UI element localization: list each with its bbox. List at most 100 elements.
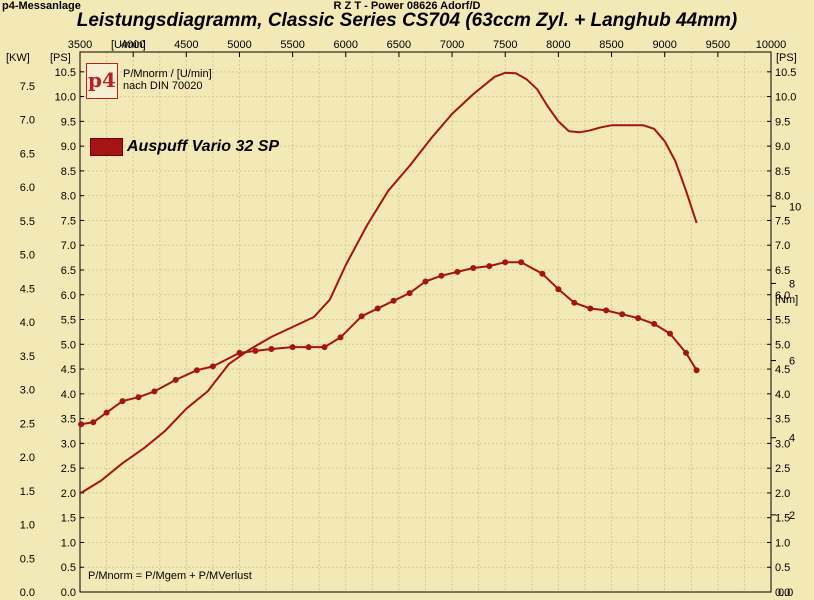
x-axis-unit: [U/min] (111, 39, 146, 51)
torque-point (693, 367, 700, 374)
kw-axis-unit: [KW] (6, 52, 30, 64)
x-tick-label: 8500 (599, 39, 623, 51)
kw-tick-label: 0.5 (20, 553, 35, 565)
torque-point (358, 313, 365, 320)
right-ps-tick-label: 8.0 (775, 191, 790, 203)
legend-label: Auspuff Vario 32 SP (127, 138, 280, 155)
torque-point (236, 349, 243, 356)
right-ps-tick-label: 9.5 (775, 116, 790, 128)
right-ps-tick-label: 4.0 (775, 389, 790, 401)
kw-tick-label: 5.0 (20, 250, 35, 262)
right-ps-tick-label: 8.5 (775, 166, 790, 178)
torque-point (635, 315, 642, 322)
kw-tick-label: 2.0 (20, 452, 35, 464)
left-ps-tick-label: 9.5 (61, 116, 76, 128)
nm-tick-label: 4 (789, 433, 795, 445)
kw-tick-label: 6.5 (20, 148, 35, 160)
formula-note: P/Mnorm = P/Mgem + P/MVerlust (88, 570, 252, 582)
kw-tick-label: 6.0 (20, 182, 35, 194)
kw-axis-ticks: 0.0 0.5 1.0 1.5 2.0 2.5 3.0 3.5 4.0 4.5 5.0 5.5 6.0 6… (20, 81, 35, 599)
x-tick-label: 9000 (652, 39, 676, 51)
x-tick-label: 4500 (174, 39, 198, 51)
nm-tick-label: 10 (789, 201, 801, 213)
left-ps-tick-label: 7.0 (61, 240, 76, 252)
torque-point (438, 272, 445, 279)
left-ps-tick-label: 4.0 (61, 389, 76, 401)
torque-point (135, 394, 142, 401)
left-ps-tick-label: 2.0 (61, 488, 76, 500)
torque-curve (80, 261, 698, 426)
torque-point (305, 344, 312, 351)
left-ps-tick-label: 5.5 (61, 315, 76, 327)
kw-tick-label: 0.0 (20, 587, 35, 599)
kw-tick-label: 2.5 (20, 418, 35, 430)
kw-tick-label: 1.0 (20, 520, 35, 532)
torque-point (151, 388, 158, 395)
torque-point (78, 421, 85, 428)
torque-point (555, 286, 562, 293)
left-ps-axis-unit: [PS] (50, 52, 71, 64)
right-ps-tick-label: 1.0 (775, 537, 790, 549)
norm-note: P/Mnorm / [U/min] nach DIN 70020 (123, 68, 212, 92)
torque-point (103, 409, 110, 416)
left-ps-tick-label: 1.5 (61, 513, 76, 525)
x-tick-label: 3500 (68, 39, 92, 51)
x-tick-label: 5500 (280, 39, 304, 51)
legend: Auspuff Vario 32 SP (90, 138, 279, 156)
nm-tick-label: 6 (789, 356, 795, 368)
x-tick-label: 8000 (546, 39, 570, 51)
x-axis-ticks: 3500 4000 4500 5000 5500 6000 6500 7000 7500 8000… (68, 39, 786, 57)
torque-point (683, 349, 689, 356)
right-ps-tick-label: 6.5 (775, 265, 790, 277)
torque-point (470, 265, 477, 271)
right-ps-tick-label: 3.5 (775, 414, 790, 426)
nm-axis-unit: [Nm] (775, 294, 798, 306)
nm-axis-zero-label: 0.0 (778, 587, 793, 599)
x-tick-label: 5000 (227, 39, 251, 51)
right-ps-tick-label: 0.0 (775, 587, 790, 599)
torque-point (252, 347, 259, 354)
left-ps-tick-label: 0.5 (61, 562, 76, 574)
left-ps-tick-label: 3.0 (61, 438, 76, 450)
torque-point (390, 297, 397, 304)
right-ps-tick-label: 9.0 (775, 141, 790, 153)
nm-axis-ticks: 2 4 6 8 10 (771, 201, 801, 522)
left-ps-tick-label: 7.5 (61, 215, 76, 227)
torque-point (518, 259, 525, 266)
left-ps-tick-label: 10.0 (55, 92, 76, 104)
torque-point (268, 346, 275, 352)
nm-tick-label: 8 (789, 278, 795, 290)
torque-point (172, 376, 179, 383)
right-ps-tick-label: 7.0 (775, 240, 790, 252)
torque-point (209, 363, 216, 370)
left-ps-tick-label: 10.5 (55, 67, 76, 79)
torque-point (539, 270, 546, 277)
torque-point (571, 299, 578, 306)
right-ps-tick-label: 2.5 (775, 463, 790, 475)
right-ps-tick-label: 1.5 (775, 513, 790, 525)
torque-point (193, 367, 200, 374)
right-ps-axis-ticks: 0.0 0.5 1.0 1.5 2.0 2.5 3.0 3.5 4.0 4.5 5.0 5.5 6.0 6… (767, 67, 796, 599)
software-name: p4-Messanlage (2, 0, 81, 12)
right-ps-tick-label: 3.0 (775, 438, 790, 450)
legend-swatch (90, 138, 123, 156)
torque-point (603, 307, 610, 314)
x-tick-label: 7500 (493, 39, 517, 51)
left-ps-tick-label: 6.0 (61, 290, 76, 302)
torque-point (289, 344, 296, 351)
plot-frame (79, 51, 772, 593)
norm-line-2: nach DIN 70020 (123, 80, 203, 92)
torque-point (337, 334, 344, 341)
left-ps-tick-label: 4.5 (61, 364, 76, 376)
left-ps-tick-label: 9.0 (61, 141, 76, 153)
right-ps-axis-unit: [PS] (776, 52, 797, 64)
torque-point (587, 305, 594, 312)
nm-tick-label: 2 (789, 510, 795, 522)
series (78, 71, 700, 494)
right-ps-tick-label: 4.5 (775, 364, 790, 376)
grid (79, 52, 772, 593)
torque-point (422, 278, 429, 285)
x-tick-label: 4000 (121, 39, 145, 51)
left-ps-tick-label: 1.0 (61, 537, 76, 549)
